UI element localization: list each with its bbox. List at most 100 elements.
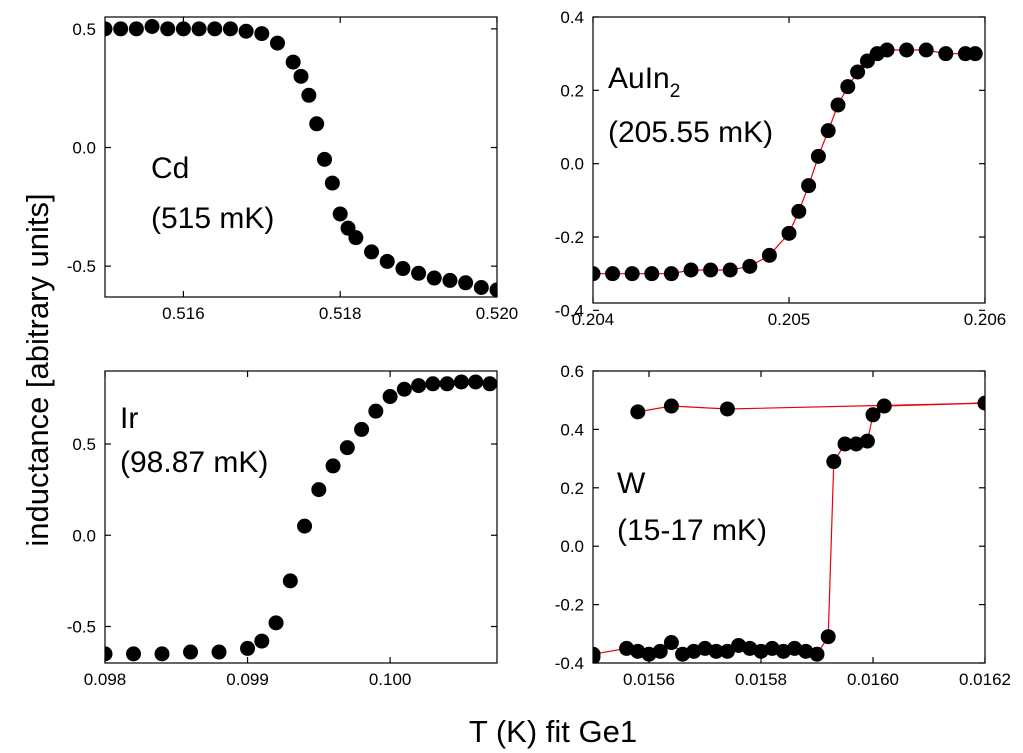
x-axis-label: T (K) fit Ge1 <box>469 714 637 749</box>
data-point <box>254 633 270 649</box>
data-point <box>426 270 442 286</box>
y-tick-label: 0.6 <box>560 362 584 381</box>
data-point <box>482 376 497 392</box>
data-point <box>840 79 856 95</box>
y-tick-label: -0.2 <box>555 596 584 615</box>
data-point <box>297 518 313 534</box>
data-point <box>652 643 668 659</box>
data-point <box>918 42 934 58</box>
data-point <box>238 23 254 39</box>
y-tick-label: 0.0 <box>72 139 96 158</box>
plot-area <box>593 42 983 282</box>
data-point <box>442 272 458 288</box>
data-point <box>411 378 427 394</box>
data-point <box>489 282 497 297</box>
data-point <box>663 398 679 414</box>
data-point <box>364 244 380 260</box>
data-point <box>282 573 298 589</box>
data-point <box>468 374 484 390</box>
transition-temperature: (98.87 mK) <box>120 446 268 479</box>
data-point <box>309 116 325 132</box>
y-tick-label: -0.5 <box>67 257 96 276</box>
data-point <box>240 640 256 656</box>
y-tick-label: -0.4 <box>555 301 584 320</box>
y-tick-label: -0.4 <box>555 654 584 673</box>
panel-cd: 0.516 0.518 0.520 -0.5 0.0 0.5 Cd (515 mK) <box>67 16 518 323</box>
sample-name: W <box>617 467 646 500</box>
data-point <box>126 646 142 662</box>
data-point <box>663 635 679 651</box>
data-point <box>809 646 825 662</box>
data-point <box>332 206 348 222</box>
data-point <box>879 42 895 58</box>
y-tick-label: 0.2 <box>560 479 584 498</box>
data-point <box>708 643 724 659</box>
data-point <box>154 646 170 662</box>
data-point <box>144 18 160 34</box>
plot-frame <box>592 16 986 304</box>
data-point <box>458 275 474 291</box>
data-point <box>703 262 719 278</box>
sample-name: Cd <box>151 152 189 185</box>
data-point <box>425 376 441 392</box>
data-point <box>175 21 191 37</box>
plot-frame <box>104 16 498 298</box>
y-tick-label: 0.4 <box>560 8 584 27</box>
data-point <box>311 482 327 498</box>
x-tick-label: 0.098 <box>84 670 127 689</box>
data-point <box>742 258 758 274</box>
data-point <box>663 266 679 282</box>
data-point <box>324 175 340 191</box>
x-tick-label: 0.0162 <box>959 670 1011 689</box>
data-point <box>453 374 469 390</box>
data-point <box>160 21 176 37</box>
data-point <box>830 97 846 113</box>
x-tick-label: 0.516 <box>162 304 205 323</box>
data-point <box>837 436 853 452</box>
x-tick-label: 0.099 <box>226 670 269 689</box>
x-tick-label: 0.0158 <box>735 670 787 689</box>
y-tick-label: 0.5 <box>72 20 96 39</box>
data-point <box>395 261 411 277</box>
data-point <box>379 253 395 269</box>
data-point <box>791 203 807 219</box>
plot-area <box>593 395 985 663</box>
data-point <box>719 643 735 659</box>
data-point <box>105 646 113 662</box>
x-tick-label: 0.0160 <box>847 670 899 689</box>
transition-temperature: (515 mK) <box>151 202 274 235</box>
data-point <box>113 21 129 37</box>
x-tick-label: 0.100 <box>369 670 412 689</box>
y-tick-label: 0.4 <box>560 420 584 439</box>
data-point <box>644 266 660 282</box>
y-tick-label: 0.0 <box>560 155 584 174</box>
y-tick-label: 0.0 <box>560 537 584 556</box>
data-point <box>207 21 223 37</box>
data-point <box>128 21 144 37</box>
data-point <box>339 440 355 456</box>
data-point <box>411 265 427 281</box>
transition-temperature: (205.55 mK) <box>608 116 773 149</box>
data-point <box>605 266 621 282</box>
data-point <box>761 247 777 263</box>
x-tick-label: 0.0156 <box>623 670 675 689</box>
y-tick-label: 0.0 <box>72 526 96 545</box>
transition-temperature: (15-17 mK) <box>617 514 767 547</box>
data-point <box>624 266 640 282</box>
data-point <box>222 21 238 37</box>
y-tick-label: -0.2 <box>555 228 584 247</box>
y-axis-label: inductance [abitrary units] <box>20 193 55 546</box>
data-point <box>859 433 875 449</box>
data-point <box>977 395 985 411</box>
x-tick-label: 0.206 <box>964 310 1007 329</box>
y-tick-label: 0.2 <box>560 81 584 100</box>
plot-area <box>105 374 497 662</box>
data-point <box>439 376 455 392</box>
data-point <box>301 87 317 103</box>
data-point <box>781 225 797 241</box>
data-point <box>105 21 113 37</box>
data-point <box>967 46 983 62</box>
data-point <box>293 68 309 84</box>
data-point <box>191 21 207 37</box>
